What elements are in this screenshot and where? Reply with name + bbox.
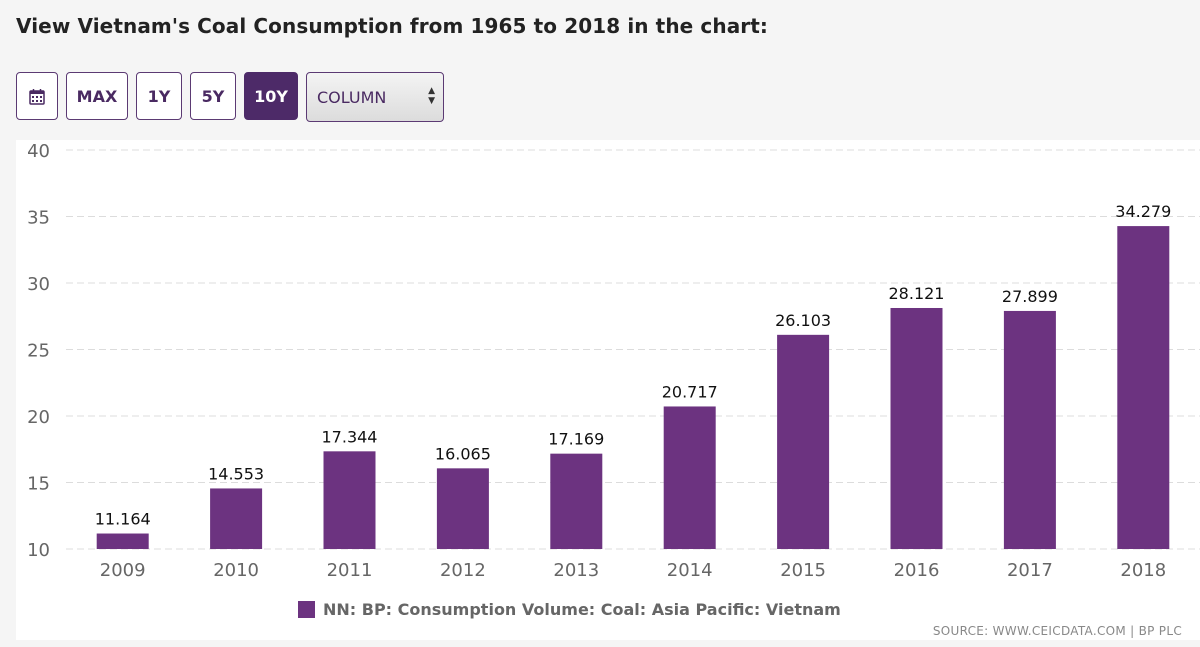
- range-10y-button[interactable]: 10Y: [244, 72, 298, 120]
- chart-type-value: COLUMN: [317, 87, 387, 107]
- data-label: 34.279: [1115, 202, 1171, 221]
- bar: [210, 488, 263, 549]
- range-max-button[interactable]: MAX: [66, 72, 128, 120]
- bar: [1117, 226, 1170, 549]
- data-label: 11.164: [95, 510, 151, 529]
- y-tick-label: 30: [27, 274, 50, 295]
- calendar-button[interactable]: [16, 72, 58, 120]
- bar: [96, 533, 149, 549]
- range-1y-button[interactable]: 1Y: [136, 72, 182, 120]
- data-label: 26.103: [775, 311, 831, 330]
- chart-legend[interactable]: NN: BP: Consumption Volume: Coal: Asia P…: [298, 600, 841, 619]
- data-label: 27.899: [1002, 287, 1058, 306]
- y-tick-label: 25: [27, 341, 50, 362]
- bar-chart: 10 15 20 25 30 35 40 11.164 2009 14.553 2010 17.344…: [27, 141, 1200, 581]
- legend-swatch: [298, 601, 315, 618]
- x-tick-label: 2011: [327, 560, 373, 581]
- bar: [550, 453, 603, 549]
- calendar-icon: [29, 88, 45, 105]
- data-label: 17.344: [322, 427, 378, 446]
- select-arrows-icon: ▲ ▼: [428, 86, 435, 106]
- y-tick-label: 20: [27, 407, 50, 428]
- x-tick-label: 2016: [894, 560, 940, 581]
- data-label: 16.065: [435, 444, 491, 463]
- data-label: 17.169: [548, 430, 604, 449]
- x-tick-label: 2015: [780, 560, 826, 581]
- x-tick-label: 2014: [667, 560, 713, 581]
- x-tick-label: 2012: [440, 560, 486, 581]
- chart-panel: 10 15 20 25 30 35 40 11.164 2009 14.553 2010 17.344…: [16, 140, 1200, 640]
- page-title: View Vietnam's Coal Consumption from 196…: [16, 14, 769, 38]
- chart-type-select[interactable]: COLUMN ▲ ▼: [306, 72, 444, 122]
- y-tick-label: 10: [27, 540, 50, 561]
- x-tick-label: 2018: [1120, 560, 1166, 581]
- data-label: 14.553: [208, 464, 264, 483]
- x-tick-label: 2017: [1007, 560, 1053, 581]
- y-tick-label: 35: [27, 208, 50, 229]
- bar: [890, 307, 943, 549]
- x-tick-label: 2009: [100, 560, 146, 581]
- legend-label: NN: BP: Consumption Volume: Coal: Asia P…: [323, 600, 841, 619]
- bar: [436, 468, 489, 549]
- range-5y-button[interactable]: 5Y: [190, 72, 236, 120]
- source-text: SOURCE: WWW.CEICDATA.COM | BP PLC: [932, 624, 1182, 638]
- x-tick-label: 2013: [553, 560, 599, 581]
- bar: [777, 334, 830, 549]
- bar: [323, 451, 376, 549]
- y-tick-label: 15: [27, 474, 50, 495]
- y-tick-label: 40: [27, 141, 50, 162]
- x-tick-label: 2010: [213, 560, 259, 581]
- data-label: 20.717: [662, 382, 718, 401]
- bar: [663, 406, 716, 549]
- bar: [1003, 310, 1056, 549]
- data-label: 28.121: [889, 284, 945, 303]
